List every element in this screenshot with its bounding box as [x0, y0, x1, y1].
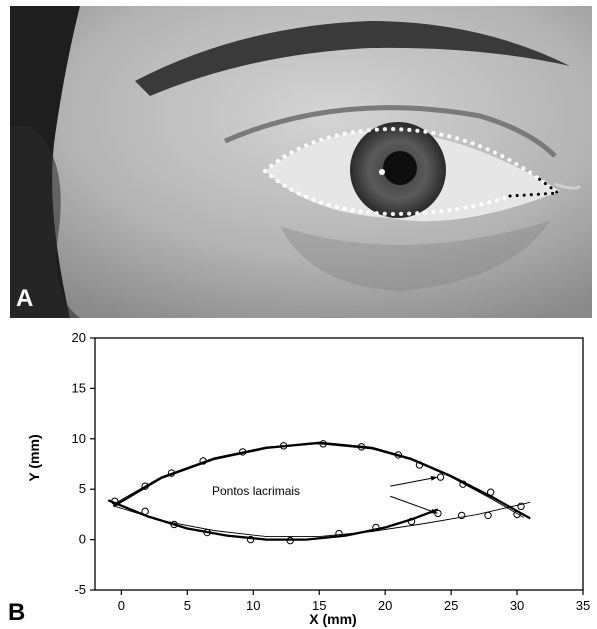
fit-curve-thick: [107, 499, 439, 541]
inner-corner-caruncle: [554, 182, 582, 190]
x-tick-label: 25: [444, 598, 458, 613]
x-tick-label: 15: [312, 598, 326, 613]
y-tick-label: -5: [74, 582, 86, 597]
annotation-arrow: [390, 476, 438, 487]
x-tick-label: 5: [184, 598, 191, 613]
x-tick-label: 30: [510, 598, 524, 613]
upper-lid-contour: [263, 126, 560, 195]
x-tick-label: 10: [246, 598, 260, 613]
ear-shadow: [10, 126, 80, 318]
y-tick-label: 5: [79, 481, 86, 496]
annotation-label: Pontos lacrimais: [212, 484, 300, 498]
eyebrow: [135, 21, 570, 96]
y-tick-label: 15: [72, 380, 86, 395]
y-tick-label: 0: [79, 532, 86, 547]
data-point: [484, 511, 492, 520]
annotation-arrowhead: [430, 508, 438, 514]
eye-highlight: [379, 169, 385, 175]
fit-curve-thin: [114, 501, 531, 538]
annotation-arrows: [390, 475, 438, 514]
under-eye-shadow: [280, 221, 550, 291]
data-point: [436, 473, 445, 481]
x-axis-title: X (mm): [309, 611, 356, 627]
pupil: [383, 151, 417, 185]
y-tick-label: 20: [72, 330, 86, 345]
x-tick-label: 20: [378, 598, 392, 613]
contour-plot: 0 5 10 15 20 25 30 35 -5 0 5 10 15 20 Pontos lacrima…: [8, 330, 590, 627]
panel-b-label: B: [8, 599, 25, 626]
x-tick-label: 0: [118, 598, 125, 613]
fit-curve-thin: [113, 443, 524, 518]
eyelid-crease: [224, 105, 557, 158]
fit-curve-thick: [112, 441, 531, 520]
y-tick-label: 10: [72, 431, 86, 446]
plot-frame: [94, 337, 584, 591]
eye-photo: A: [10, 6, 592, 318]
series-layer: [107, 440, 531, 545]
y-axis-ticks: -5 0 5 10 15 20: [72, 330, 95, 597]
x-tick-label: 35: [576, 598, 590, 613]
x-axis-ticks: 0 5 10 15 20 25 30 35: [118, 590, 590, 613]
annotation-arrow: [390, 495, 438, 514]
y-axis-title: Y (mm): [26, 434, 42, 481]
annotation-arrowhead: [430, 475, 438, 481]
panel-a-label: A: [16, 285, 33, 312]
